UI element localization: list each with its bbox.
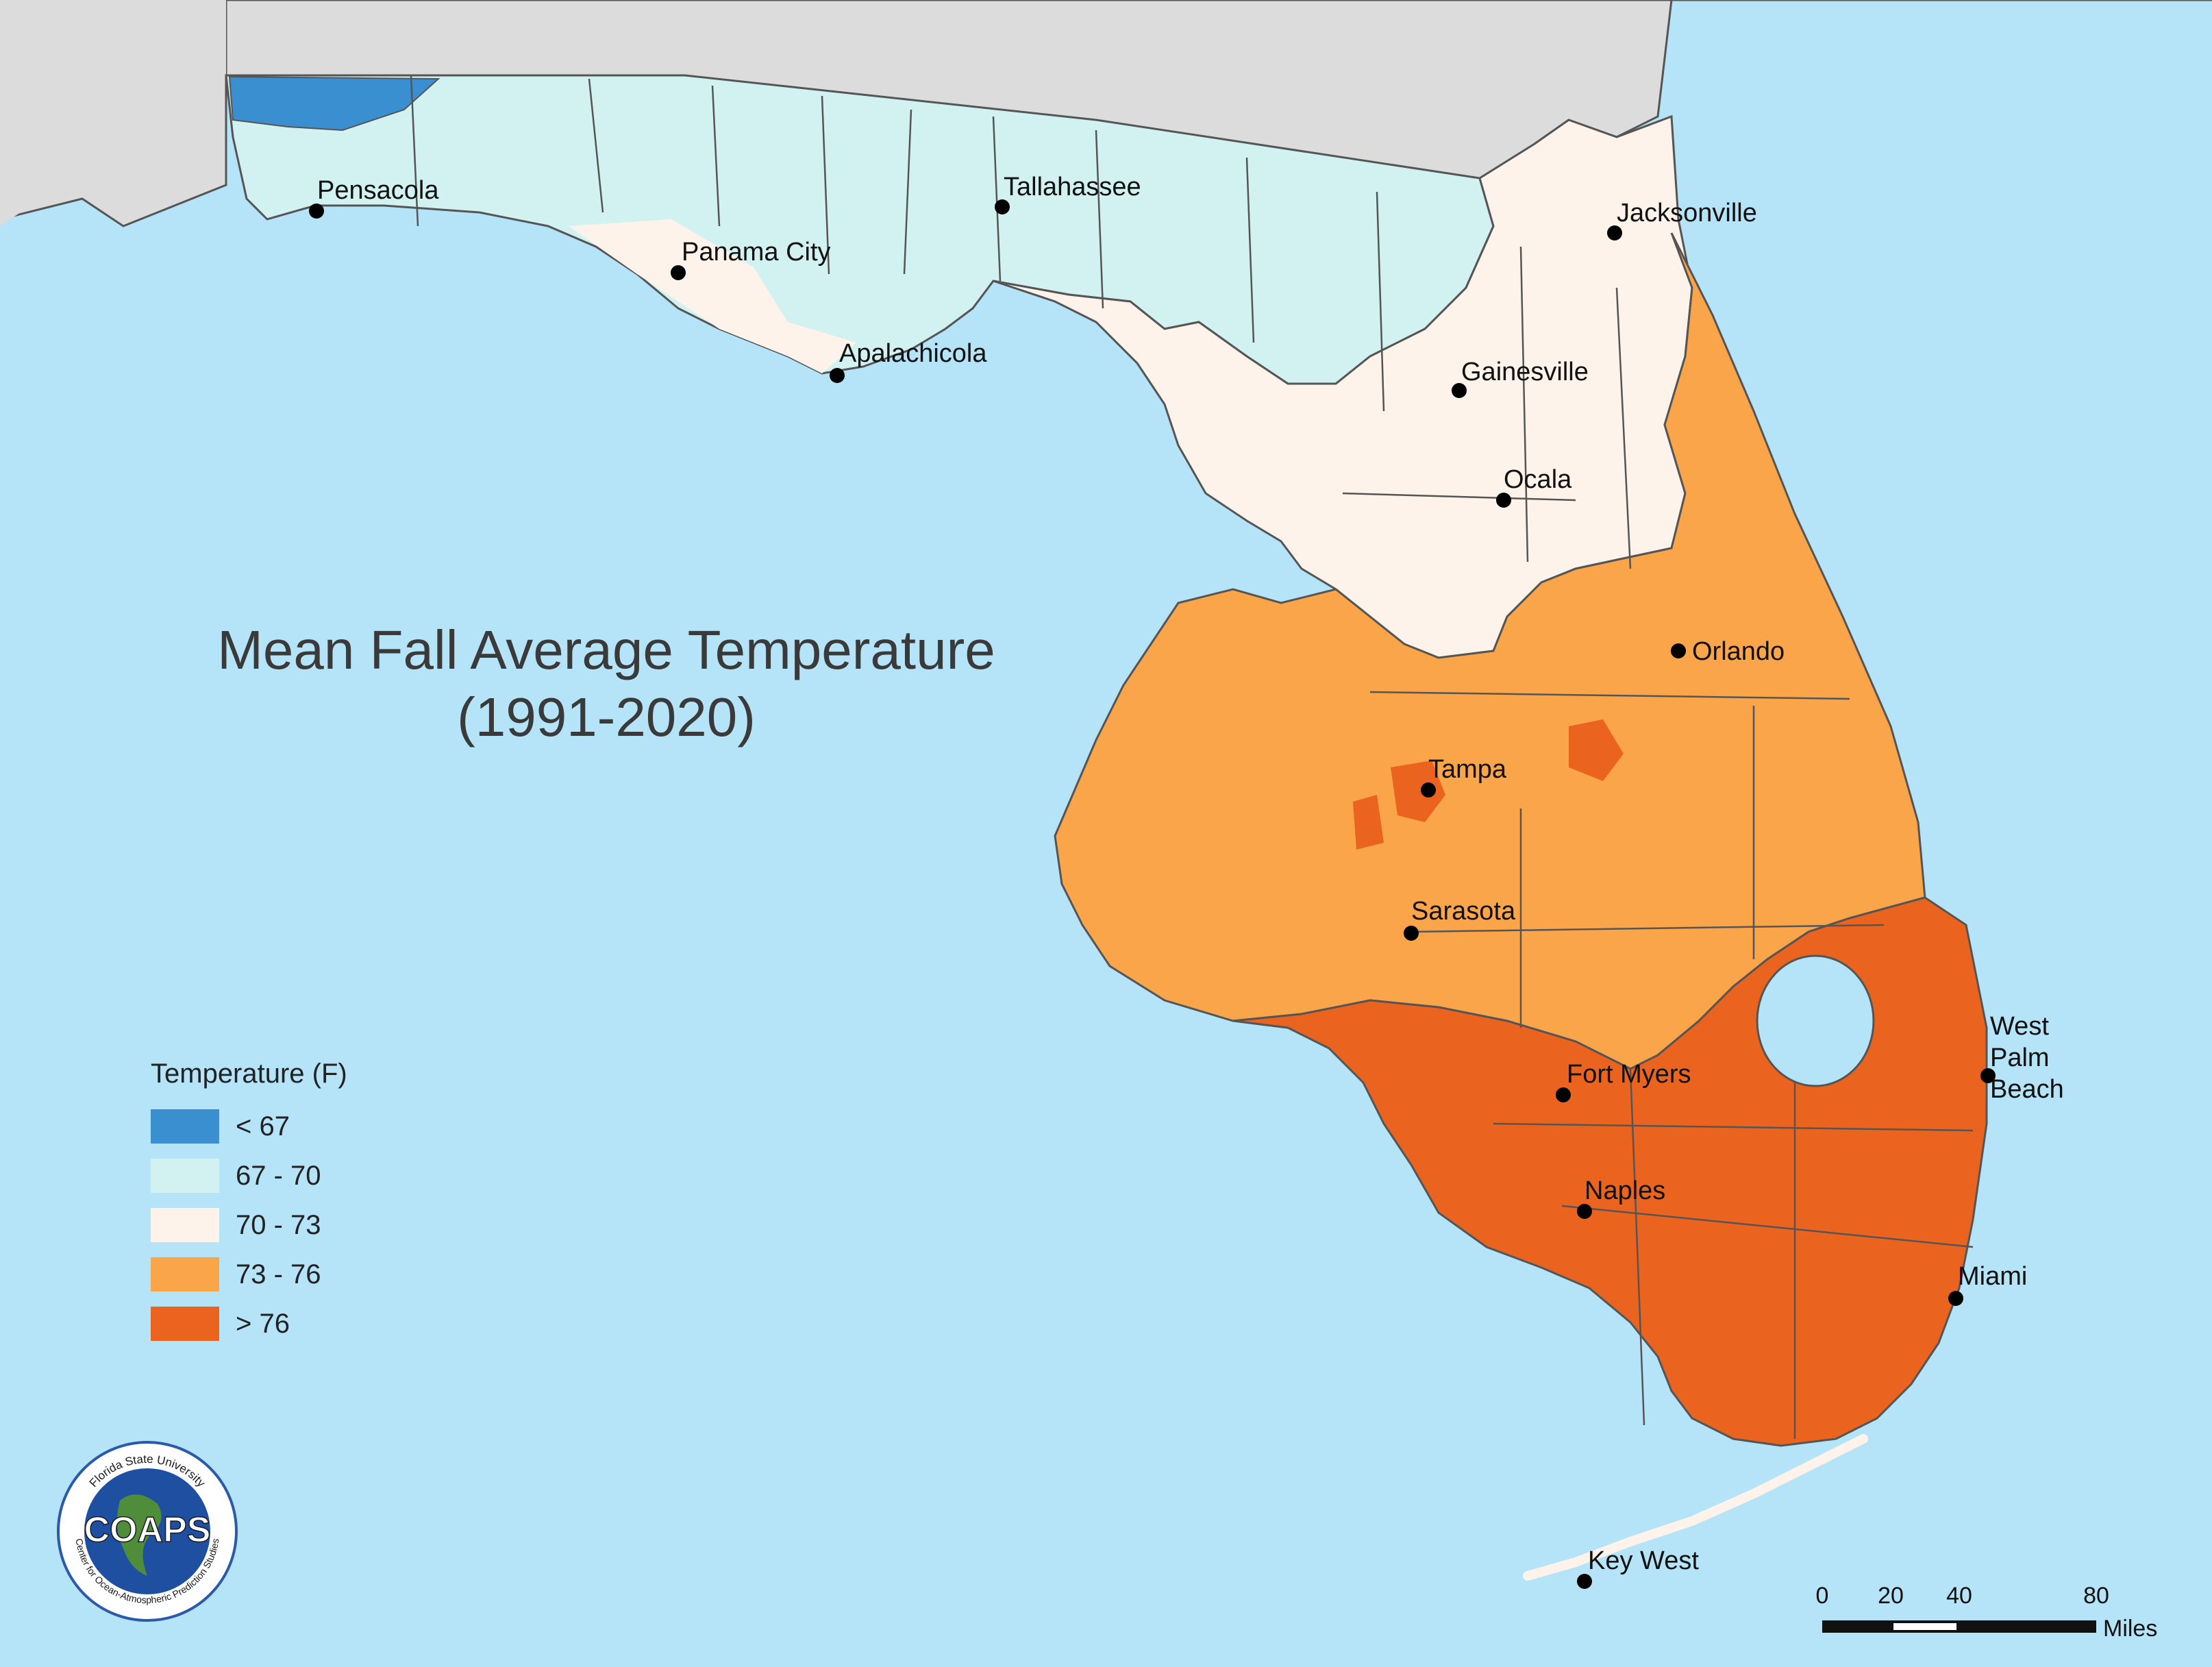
- city-label-west-palm-beach: West Palm Beach: [1990, 1012, 2064, 1104]
- city-dot-naples: [1577, 1204, 1592, 1219]
- scale-tick-label: 80: [2083, 1583, 2109, 1609]
- scale-bar: 0 20 40 80 Miles: [1816, 1583, 2158, 1658]
- city-dot-tampa: [1421, 782, 1436, 798]
- legend-swatch: [151, 1208, 219, 1242]
- city-dot-apalachicola: [830, 368, 845, 383]
- legend-item: > 76: [151, 1299, 347, 1348]
- city-label-key-west: Key West: [1588, 1546, 1699, 1575]
- city-label-miami: Miami: [1958, 1262, 2028, 1291]
- legend-label: 67 - 70: [236, 1160, 321, 1191]
- lake-okeechobee: [1756, 954, 1875, 1087]
- legend-item: < 67: [151, 1102, 347, 1151]
- scale-segment: [1959, 1620, 2096, 1633]
- city-dot-jacksonville: [1607, 225, 1622, 240]
- legend-item: 73 - 76: [151, 1250, 347, 1299]
- zone-lt-67: [228, 75, 440, 132]
- legend: Temperature (F) < 67 67 - 70 70 - 73 73 …: [151, 1059, 347, 1348]
- city-label-pensacola: Pensacola: [317, 176, 439, 205]
- city-dot-key-west: [1577, 1574, 1592, 1589]
- legend-swatch: [151, 1109, 219, 1144]
- city-dot-gainesville: [1452, 383, 1467, 398]
- city-dot-miami: [1948, 1291, 1963, 1306]
- legend-label: 70 - 73: [236, 1209, 321, 1240]
- city-dot-panama-city: [671, 265, 686, 280]
- legend-swatch: [151, 1159, 219, 1193]
- county-lines: [410, 75, 1974, 1439]
- city-label-sarasota: Sarasota: [1411, 897, 1516, 926]
- city-label-naples: Naples: [1585, 1176, 1666, 1205]
- city-label-ocala: Ocala: [1504, 465, 1572, 494]
- legend-label: 73 - 76: [236, 1259, 321, 1289]
- scale-tick-label: 0: [1815, 1583, 1829, 1609]
- legend-swatch: [151, 1257, 219, 1292]
- scale-segment: [1891, 1620, 1959, 1633]
- map-title-line1: Mean Fall Average Temperature: [217, 619, 995, 680]
- city-dot-tallahassee: [995, 199, 1010, 214]
- city-dot-west-palm-beach: [1980, 1068, 1996, 1083]
- legend-label: > 76: [236, 1308, 290, 1339]
- city-label-jacksonville: Jacksonville: [1617, 199, 1757, 227]
- city-dot-pensacola: [309, 203, 324, 219]
- florida-keys: [1523, 1434, 1868, 1581]
- city-label-gainesville: Gainesville: [1461, 358, 1589, 386]
- scale-segment: [1822, 1620, 1891, 1633]
- map-title: Mean Fall Average Temperature (1991-2020…: [82, 617, 1130, 751]
- legend-swatch: [151, 1307, 219, 1341]
- scale-tick-label: 40: [1946, 1583, 1972, 1609]
- city-label-fort-myers: Fort Myers: [1567, 1060, 1691, 1089]
- scale-units: Miles: [2103, 1616, 2158, 1642]
- scale-tick-label: 20: [1878, 1583, 1904, 1609]
- city-dot-orlando: [1671, 643, 1686, 658]
- city-dot-ocala: [1496, 493, 1511, 508]
- legend-title: Temperature (F): [151, 1059, 347, 1089]
- city-dot-sarasota: [1404, 926, 1419, 941]
- city-label-apalachicola: Apalachicola: [839, 339, 987, 368]
- city-label-orlando: Orlando: [1692, 637, 1785, 666]
- city-label-tampa: Tampa: [1428, 755, 1507, 784]
- logo-wordmark: COAPS: [84, 1510, 211, 1550]
- city-label-tallahassee: Tallahassee: [1004, 173, 1141, 201]
- city-label-panama-city: Panama City: [682, 238, 831, 267]
- legend-item: 70 - 73: [151, 1200, 347, 1250]
- legend-item: 67 - 70: [151, 1151, 347, 1200]
- coaps-logo: COAPS Florida State University Center fo…: [57, 1441, 238, 1622]
- map-title-line2: (1991-2020): [457, 687, 756, 748]
- city-dot-fort-myers: [1556, 1087, 1571, 1102]
- legend-label: < 67: [236, 1111, 290, 1141]
